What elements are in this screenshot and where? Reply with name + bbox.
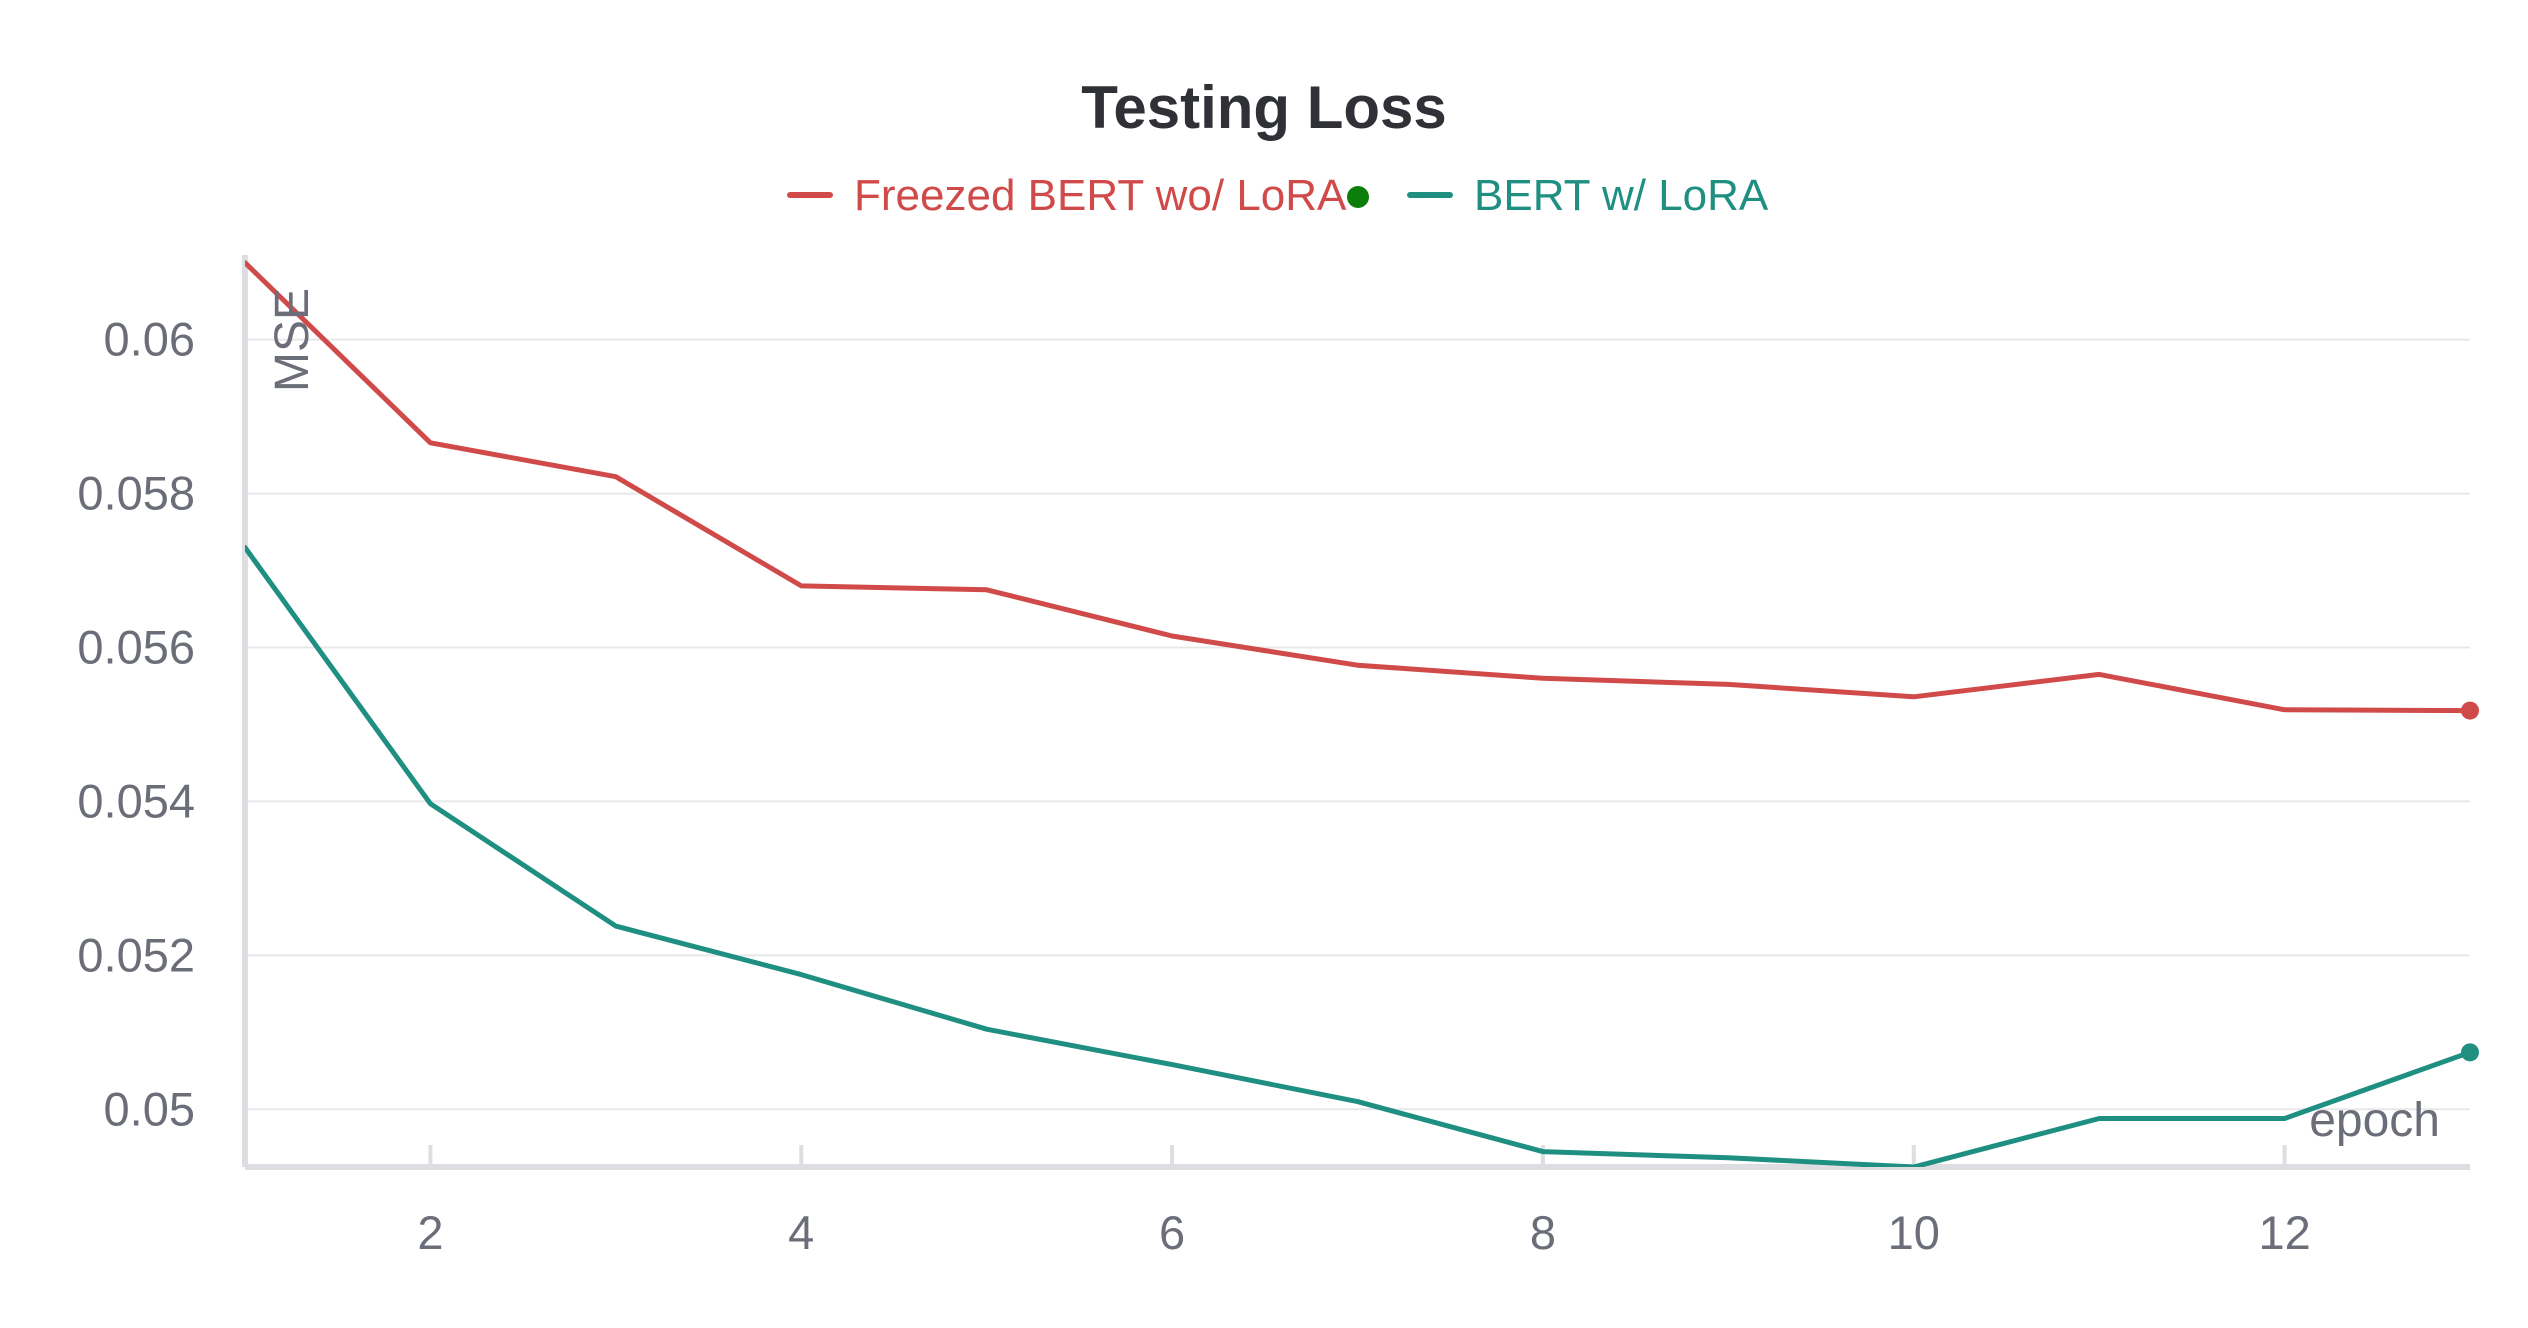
axis-labels: MSE epoch [266, 288, 2440, 1147]
x-tick-label: 10 [1888, 1206, 1940, 1259]
chart-title: Testing Loss [1081, 74, 1447, 141]
grid-lines [245, 338, 2470, 1111]
y-tick-label: 0.056 [77, 621, 195, 674]
series-lines [245, 260, 2479, 1167]
x-axis-label: epoch [2309, 1094, 2440, 1147]
axes: 0.05 0.052 0.054 0.056 0.058 0.06 2 4 6 8 10 12 [77, 255, 2470, 1259]
x-tick-label: 6 [1159, 1206, 1185, 1259]
y-tick-label: 0.058 [77, 467, 195, 520]
series-line-2 [245, 545, 2473, 1167]
x-tick-label: 4 [788, 1206, 814, 1259]
x-tick-label: 12 [2258, 1206, 2310, 1259]
legend-label-1: Freezed BERT wo/ LoRA [854, 171, 1347, 220]
legend-dot-marker [1347, 186, 1369, 208]
series-end-point-1 [2461, 701, 2479, 720]
y-tick-label: 0.06 [104, 313, 195, 366]
y-tick-label: 0.05 [104, 1082, 195, 1135]
series-line-1 [245, 260, 2473, 714]
y-axis-label: MSE [266, 288, 319, 392]
legend-label-2: BERT w/ LoRA [1474, 171, 1769, 220]
y-tick-label: 0.054 [77, 774, 195, 827]
x-tick-label: 8 [1530, 1206, 1556, 1259]
y-tick-label: 0.052 [77, 928, 195, 981]
legend: Freezed BERT wo/ LoRA BERT w/ LoRA [787, 171, 1769, 220]
series-end-point-2 [2461, 1043, 2479, 1062]
x-tick-label: 2 [417, 1206, 443, 1259]
